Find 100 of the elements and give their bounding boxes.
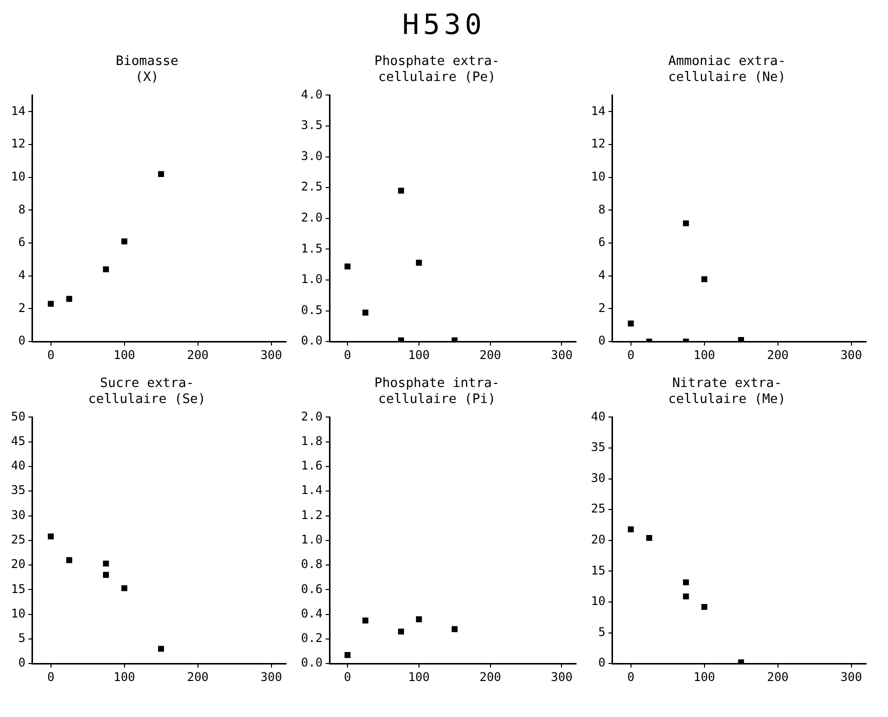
point	[344, 263, 350, 270]
point	[628, 320, 634, 327]
x-tick-label: 200	[766, 670, 789, 684]
x-tick-label: 300	[840, 348, 862, 362]
point	[66, 557, 72, 564]
point	[628, 526, 634, 532]
y-tick-label: 1.0	[300, 532, 323, 547]
y-tick-label: 0.4	[300, 606, 323, 620]
point	[701, 604, 708, 610]
y-tick-label: 8	[18, 202, 26, 216]
y-tick-label: 0.8	[300, 557, 323, 572]
y-tick-label: 12	[10, 136, 26, 151]
chart-title: Sucre extra- cellulaire (Se)	[88, 376, 206, 407]
point	[48, 533, 54, 540]
y-tick-label: 1.6	[300, 458, 323, 473]
y-tick-label: 1.2	[300, 508, 323, 522]
y-tick-label: 12	[590, 136, 606, 151]
chart-title: Phosphate extra- cellulaire (Pe)	[374, 54, 500, 85]
y-tick-label: 40	[590, 409, 606, 424]
text: H530	[401, 8, 487, 43]
y-tick-label: 45	[10, 434, 26, 448]
y-tick-label: 25	[10, 532, 26, 547]
y-tick-label: 0.5	[300, 302, 323, 317]
y-tick-label: 14	[10, 104, 26, 118]
y-tick-label: 0.0	[300, 334, 323, 348]
y-tick-label: 0	[18, 656, 26, 670]
y-tick-label: 50	[10, 409, 26, 424]
point	[398, 188, 404, 194]
y-tick-label: 2	[18, 300, 26, 315]
y-tick-label: 0	[598, 334, 606, 348]
point	[102, 560, 109, 567]
x-tick-label: 200	[479, 670, 502, 684]
x-tick-label: 100	[693, 348, 716, 362]
y-tick-label: 25	[590, 502, 606, 516]
x-tick-label: 100	[113, 348, 136, 362]
y-tick-label: 10	[590, 169, 606, 184]
y-tick-label: 2.5	[300, 180, 323, 194]
y-tick-label: 10	[590, 594, 606, 608]
x-tick-label: 100	[408, 348, 430, 362]
point	[48, 300, 54, 307]
x-tick-label: 300	[260, 670, 282, 684]
x-tick-label: 0	[344, 348, 352, 362]
chart-title: Ammoniac extra- cellulaire (Ne)	[668, 54, 786, 85]
point	[682, 220, 689, 226]
x-tick-label: 200	[186, 670, 209, 684]
point	[158, 646, 164, 652]
y-tick-label: 10	[10, 606, 26, 620]
point	[102, 266, 109, 272]
y-tick-label: 15	[590, 563, 606, 578]
x-tick-label: 0	[344, 670, 352, 684]
x-tick-label: 200	[479, 348, 502, 362]
x-tick-label: 0	[47, 670, 54, 684]
point	[66, 296, 72, 302]
x-tick-label: 300	[260, 348, 282, 362]
point	[416, 616, 422, 622]
y-tick-label: 5	[18, 631, 26, 646]
point	[344, 652, 350, 658]
y-tick-label: 1.0	[300, 272, 323, 286]
y-tick-label: 1.4	[300, 483, 323, 498]
y-tick-label: 40	[10, 458, 26, 473]
y-tick-label: 1.5	[300, 241, 323, 256]
point	[121, 585, 128, 592]
y-tick-label: 8	[598, 202, 606, 216]
chart-title: Nitrate extra- cellulaire (Me)	[668, 376, 786, 407]
y-tick-label: 20	[10, 557, 26, 572]
y-tick-label: 30	[10, 508, 26, 522]
point	[158, 171, 164, 178]
y-tick-label: 0	[18, 334, 26, 348]
x-tick-label: 300	[550, 348, 573, 362]
x-tick-label: 200	[186, 348, 209, 362]
y-tick-label: 2	[598, 300, 606, 315]
x-tick-label: 300	[550, 670, 573, 684]
y-tick-label: 15	[10, 582, 26, 596]
y-tick-label: 2.0	[300, 409, 323, 424]
y-tick-label: 0.2	[300, 631, 323, 646]
y-tick-label: 35	[590, 440, 606, 454]
point	[362, 310, 368, 316]
point	[362, 618, 368, 624]
x-tick-label: 100	[113, 670, 136, 684]
point	[682, 593, 689, 600]
chart-title: Phosphate intra- cellulaire (Pi)	[374, 376, 500, 407]
y-tick-label: 0.0	[300, 656, 323, 670]
x-tick-label: 100	[408, 670, 430, 684]
y-tick-label: 2.0	[300, 210, 323, 225]
point	[682, 579, 689, 586]
y-tick-label: 10	[10, 169, 26, 184]
x-tick-label: 0	[47, 348, 54, 362]
x-tick-label: 200	[766, 348, 789, 362]
y-tick-label: 3.0	[300, 148, 323, 163]
y-tick-label: 20	[590, 532, 606, 547]
y-tick-label: 4	[18, 268, 26, 282]
y-tick-label: 35	[10, 483, 26, 498]
y-tick-label: 6	[18, 235, 26, 250]
y-tick-label: 0	[598, 656, 606, 670]
point	[398, 628, 404, 635]
y-tick-label: 4	[598, 268, 606, 282]
x-tick-label: 0	[627, 670, 634, 684]
x-tick-label: 0	[627, 348, 634, 362]
point	[646, 534, 652, 541]
point	[416, 260, 422, 266]
